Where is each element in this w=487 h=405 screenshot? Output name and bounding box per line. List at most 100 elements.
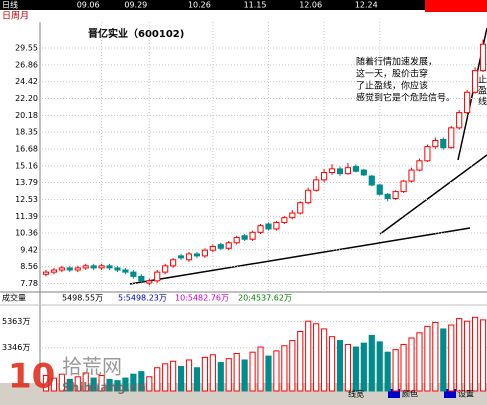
y-tick-label: 18.35 bbox=[15, 128, 38, 137]
volume-bar bbox=[225, 358, 232, 392]
volume-header: 5498.55万 bbox=[62, 294, 103, 303]
volume-bar bbox=[90, 377, 97, 392]
candle-body bbox=[360, 169, 367, 176]
candle-body bbox=[146, 280, 153, 284]
annotation-line: 了止盈线，你应该 bbox=[356, 80, 428, 92]
candle-body bbox=[289, 212, 296, 219]
annotation-line: 这一天，股价击穿 bbox=[356, 68, 428, 80]
chart-title: 晋亿实业（600102) bbox=[88, 27, 184, 40]
volume-bar bbox=[424, 325, 431, 392]
x-tick-label: 10.26 bbox=[188, 1, 211, 10]
volume-bar bbox=[448, 324, 455, 392]
candle-body bbox=[170, 259, 177, 267]
volume-bar bbox=[273, 350, 280, 392]
candle-body bbox=[74, 267, 81, 271]
y-tick-label: 20.18 bbox=[15, 111, 38, 120]
volume-bar bbox=[209, 354, 216, 392]
y-tick-label: 13.79 bbox=[15, 178, 38, 187]
volume-bar bbox=[170, 360, 177, 392]
watermark-name: 拾荒网 bbox=[62, 355, 122, 379]
volume-bar bbox=[297, 331, 304, 392]
volume-bar bbox=[392, 349, 399, 392]
y-tick-label: 24.42 bbox=[15, 77, 38, 86]
annotation-line: 感觉到它是个危险信号。 bbox=[356, 92, 455, 104]
volume-bar bbox=[368, 334, 375, 392]
candle-body bbox=[408, 169, 415, 182]
volume-bar bbox=[336, 340, 344, 392]
candle-body bbox=[424, 146, 431, 162]
watermark-site: Shihuang.cn bbox=[62, 381, 146, 395]
candle-body bbox=[58, 267, 65, 271]
y-tick-label: 7.78 bbox=[20, 279, 38, 288]
toolbar-item[interactable]: 设置 bbox=[458, 389, 474, 399]
top-label: 日线 bbox=[2, 0, 18, 10]
volume-bar bbox=[98, 374, 105, 392]
candle-body bbox=[384, 193, 391, 199]
candle-body bbox=[233, 236, 240, 244]
volume-bar bbox=[384, 351, 391, 392]
volume-bar bbox=[82, 372, 89, 392]
color-swatch[interactable] bbox=[388, 389, 400, 398]
volume-header: 20:4537.62万 bbox=[238, 294, 292, 303]
volume-bar bbox=[471, 316, 479, 392]
volume-bar bbox=[408, 337, 415, 392]
volume-bar bbox=[344, 343, 352, 392]
volume-bar bbox=[114, 380, 121, 392]
y-tick-label: 12.53 bbox=[15, 195, 38, 204]
toolbar-item[interactable]: 线宽 bbox=[348, 389, 364, 399]
candle-body bbox=[448, 127, 455, 149]
candle-body bbox=[42, 271, 50, 275]
volume-bar bbox=[42, 374, 50, 392]
candle-body bbox=[352, 166, 359, 172]
period-tabs[interactable]: 日周月 bbox=[2, 11, 29, 22]
y-tick-label: 22.20 bbox=[15, 94, 38, 103]
candle-body bbox=[321, 171, 328, 181]
candle-body bbox=[400, 180, 407, 193]
candle-body bbox=[344, 167, 352, 175]
candle-body bbox=[82, 265, 89, 269]
x-tick-label: 12.24 bbox=[355, 1, 378, 10]
volume-bar bbox=[201, 356, 208, 392]
y-tick-label: 8.56 bbox=[20, 262, 38, 271]
volume-bar bbox=[66, 378, 73, 392]
volume-bar bbox=[146, 376, 153, 392]
volume-bar bbox=[464, 320, 471, 392]
volume-bar bbox=[58, 373, 65, 392]
toolbar-item[interactable]: 颜色 bbox=[402, 389, 418, 399]
volume-bar bbox=[130, 373, 137, 392]
candle-body bbox=[456, 112, 463, 129]
candle-body bbox=[249, 231, 256, 240]
candle-body bbox=[368, 175, 375, 186]
top-bar bbox=[0, 0, 487, 10]
trend-line bbox=[379, 154, 487, 235]
volume-bar bbox=[241, 359, 248, 392]
candle-body bbox=[471, 70, 479, 93]
candle-body bbox=[281, 217, 288, 223]
y-tick-label: 10.36 bbox=[15, 228, 38, 237]
y-tick-label: 26.86 bbox=[15, 60, 38, 69]
top-red-box bbox=[425, 0, 487, 12]
candle-body bbox=[376, 184, 383, 195]
candle-body bbox=[130, 271, 137, 277]
candle-body bbox=[106, 265, 113, 269]
y-tick-label: 9.42 bbox=[20, 245, 38, 254]
v-tick-label: 5363万 bbox=[2, 317, 30, 326]
candle-body bbox=[90, 265, 97, 269]
candle-body bbox=[440, 138, 447, 149]
x-tick-label: 12.06 bbox=[299, 1, 322, 10]
candle-body bbox=[114, 267, 121, 271]
candle-body bbox=[177, 255, 185, 259]
v-tick-label: 3346万 bbox=[2, 343, 30, 352]
candle-body bbox=[209, 245, 216, 251]
color-swatch[interactable] bbox=[444, 389, 456, 398]
candle-body bbox=[201, 249, 208, 257]
candle-body bbox=[416, 160, 423, 171]
volume-bar bbox=[360, 342, 367, 392]
volume-bar bbox=[257, 346, 264, 392]
volume-bar bbox=[122, 377, 129, 392]
candle-body bbox=[193, 253, 201, 257]
candle-body bbox=[297, 202, 304, 214]
volume-bar bbox=[352, 346, 359, 392]
volume-bar bbox=[321, 328, 328, 392]
